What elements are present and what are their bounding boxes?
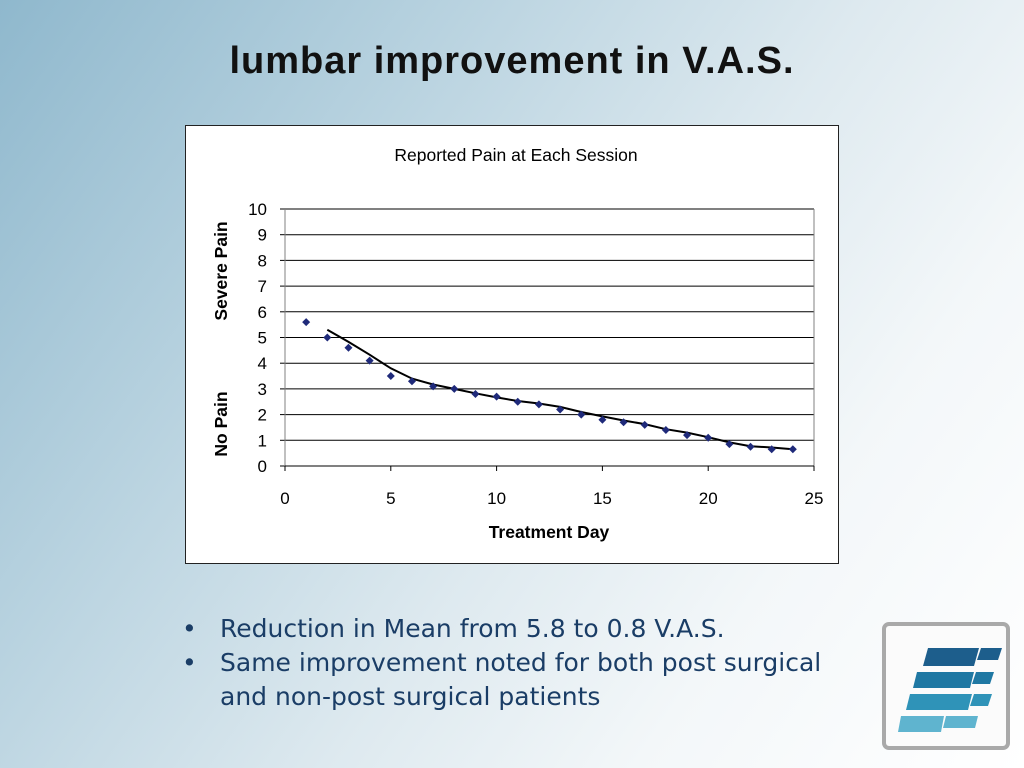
data-point — [407, 377, 416, 386]
data-point — [534, 400, 543, 409]
bullet-dot-icon: • — [182, 614, 197, 643]
data-point — [788, 445, 797, 454]
data-point — [725, 440, 734, 449]
data-point — [767, 445, 776, 454]
bullet-dot-icon: • — [182, 648, 197, 677]
bullet-list: • Reduction in Mean from 5.8 to 0.8 V.A.S… — [182, 612, 822, 714]
logo-graphic — [898, 648, 1002, 732]
x-tick-label: 20 — [699, 489, 718, 508]
x-tick-label: 25 — [805, 489, 824, 508]
pain-scatter-chart: Reported Pain at Each Session 0 1 2 3 4 5 6 7 8 9… — [211, 145, 823, 542]
data-point — [556, 405, 565, 414]
x-tick-label: 0 — [280, 489, 289, 508]
bullet-text: Reduction in Mean from 5.8 to 0.8 V.A.S. — [220, 614, 725, 643]
x-tick-label: 15 — [593, 489, 612, 508]
slide-title: lumbar improvement in V.A.S. — [229, 40, 795, 82]
chart-title: Reported Pain at Each Session — [394, 145, 637, 165]
bullet-text: Same improvement noted for both post sur… — [220, 648, 822, 711]
y-tick-label: 8 — [258, 251, 267, 270]
data-point — [598, 415, 607, 424]
data-point — [704, 433, 713, 442]
data-point — [302, 318, 311, 327]
y-tick-label: 9 — [258, 226, 267, 245]
y-tick-label: 5 — [258, 329, 267, 348]
y-tick-label: 1 — [258, 431, 267, 450]
data-point — [365, 356, 374, 365]
data-point — [746, 442, 755, 451]
x-axis-title: Treatment Day — [489, 522, 610, 542]
data-point — [429, 382, 438, 391]
y-tick-label: 0 — [258, 457, 267, 476]
data-point — [513, 397, 522, 406]
y-axis-label-severe-pain: Severe Pain — [211, 221, 231, 320]
data-point — [450, 384, 459, 393]
data-point — [619, 418, 628, 427]
data-point — [640, 420, 649, 429]
grid-lines — [285, 208, 814, 441]
trendline-layer — [326, 328, 793, 451]
data-point — [471, 390, 480, 399]
bullet-item: • Reduction in Mean from 5.8 to 0.8 V.A.S… — [182, 612, 822, 646]
y-tick-label: 2 — [258, 406, 267, 425]
tick-labels: 0 1 2 3 4 5 6 7 8 9 10 0 5 10 15 20 25 — [248, 200, 823, 508]
y-tick-label: 6 — [258, 303, 267, 322]
data-point — [577, 410, 586, 419]
axes — [280, 208, 815, 471]
y-tick-label: 7 — [258, 277, 267, 296]
x-tick-label: 5 — [386, 489, 395, 508]
x-tick-label: 10 — [487, 489, 506, 508]
data-point — [386, 372, 395, 381]
data-point — [323, 333, 332, 342]
chart-frame: Reported Pain at Each Session 0 1 2 3 4 5 6 7 8 9… — [185, 125, 839, 564]
y-tick-label: 3 — [258, 380, 267, 399]
y-axis-label-no-pain: No Pain — [211, 391, 231, 456]
bullet-item: • Same improvement noted for both post su… — [182, 646, 822, 714]
y-tick-label: 10 — [248, 200, 267, 219]
data-point — [492, 392, 501, 401]
trendline — [326, 328, 793, 451]
y-tick-label: 4 — [258, 354, 267, 373]
data-point — [344, 343, 353, 352]
data-point — [661, 426, 670, 435]
data-point — [683, 431, 692, 440]
data-points — [302, 318, 797, 454]
stacked-bars-logo-icon — [882, 622, 1010, 750]
